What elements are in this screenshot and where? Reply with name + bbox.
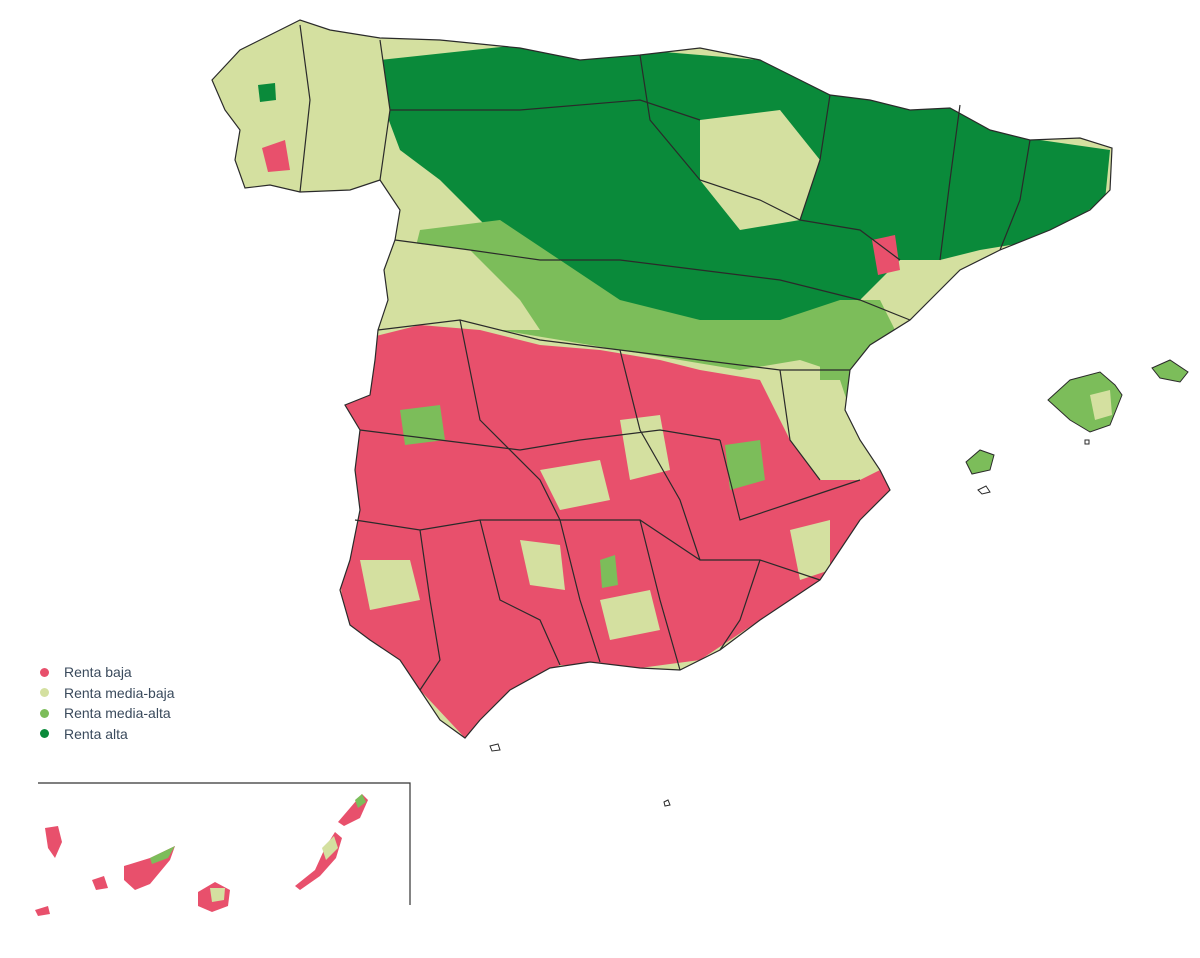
lanzarote-detail [355,794,366,808]
menorca [1151,359,1189,383]
tenerife-north [150,846,175,864]
el-hierro [35,906,50,916]
region-renta-media-baja-galicia [212,20,390,192]
fuerteventura-detail [322,836,338,860]
alboran-islet [663,799,671,807]
la-palma [45,826,62,858]
ibiza [965,449,995,475]
patch-renta-baja-galicia [262,140,290,172]
patch-media-alta-3 [600,555,618,588]
legend: Renta baja Renta media-baja Renta media-… [40,662,175,744]
legend-item-renta-media-baja: Renta media-baja [40,683,175,704]
legend-dot-renta-baja [40,667,49,677]
legend-label: Renta alta [64,725,128,742]
canary-inset-frame [38,782,411,905]
patch-media-baja-1 [540,460,610,510]
legend-item-renta-baja: Renta baja [40,662,175,683]
islet-east [1084,439,1090,445]
patch-media-baja-3 [520,540,565,590]
la-gomera [92,876,108,890]
patch-media-alta-1 [400,405,445,445]
region-renta-media-baja-west [385,240,540,330]
region-renta-media-baja-northcentral [700,110,820,230]
region-renta-media-baja-levante [760,380,880,480]
legend-label: Renta media-baja [64,684,175,701]
patch-renta-baja-ne [872,235,900,275]
legend-dot-renta-media-baja [40,688,49,698]
patch-media-alta-2 [725,440,765,490]
region-renta-baja-south [340,325,890,738]
patch-media-baja-6 [600,590,660,640]
region-renta-media-alta-center [410,220,900,380]
legend-label: Renta baja [64,664,132,681]
legend-label: Renta media-alta [64,705,171,722]
canary-islands [35,794,368,916]
legend-item-renta-alta: Renta alta [40,724,175,745]
patch-media-baja-2 [620,415,670,480]
gran-canaria-detail [210,888,225,902]
patch-media-baja-5 [790,520,830,580]
legend-item-renta-media-alta: Renta media-alta [40,703,175,724]
balearic-islands [965,359,1189,495]
legend-dot-renta-media-alta [40,708,49,718]
peninsula [211,19,1113,739]
patch-media-baja-4 [360,560,420,610]
patch-renta-alta-galicia [258,83,276,102]
legend-dot-renta-alta [40,729,49,739]
mallorca-detail [1090,390,1112,420]
region-borders [211,19,1113,739]
formentera [977,485,991,495]
ceuta [489,743,501,752]
